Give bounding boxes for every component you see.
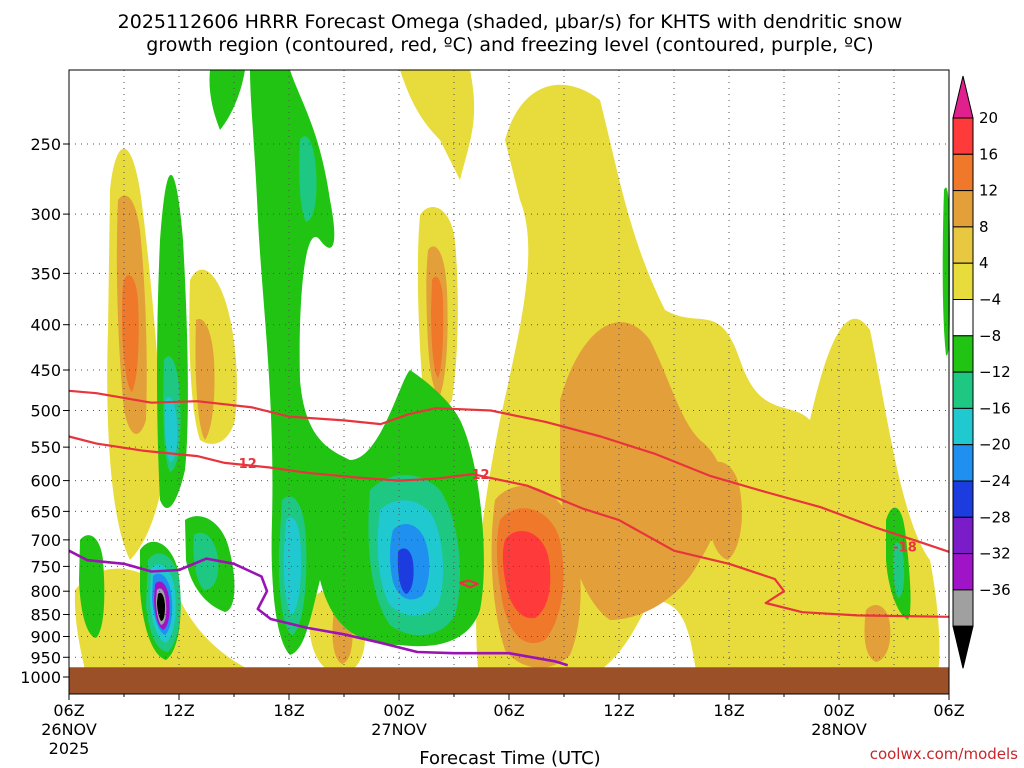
x-tick-label-2: 18Z: [273, 701, 304, 720]
contour-lines: -12 -12 -18: [68, 389, 950, 667]
omega-region-positive-upper: [400, 70, 475, 180]
colorbar-label-8: −16: [979, 399, 1011, 417]
colorbar: 20 16 12 8 4 −4 −8 −12 −16 −20 −24 −28 −32 −36: [952, 75, 1011, 669]
omega-region-green-edge: [942, 187, 950, 356]
x-tick-label-6: 18Z: [713, 701, 744, 720]
y-axis: 250 300 350 400 450 500 550 600 650 700 750 800 850 9…: [20, 135, 69, 687]
freezing-level-contour: [68, 549, 569, 667]
x-tick-date-7: 28NOV: [811, 720, 867, 739]
omega-region-green-upper: [209, 70, 245, 130]
colorbar-label-13: −36: [979, 581, 1011, 599]
dgz-contour-loop: [459, 579, 479, 589]
y-tick-label-800: 800: [30, 582, 61, 601]
contour-label-1: -12: [466, 468, 490, 483]
x-tick-label-3: 00Z: [383, 701, 414, 720]
colorbar-segment-3: [952, 226, 974, 264]
omega-region-darkorange-1: [122, 275, 139, 392]
y-tick-label-300: 300: [30, 205, 61, 224]
x-axis-label: Forecast Time (UTC): [419, 748, 600, 768]
colorbar-label-7: −12: [979, 363, 1011, 381]
dgz-contour-lower: [68, 435, 950, 618]
omega-region-blue-2: [397, 548, 414, 594]
omega-region-core-black: [157, 592, 165, 621]
colorbar-label-10: −24: [979, 472, 1011, 490]
omega-region-darkorange-2: [431, 276, 444, 378]
y-tick-label-1000: 1000: [20, 668, 61, 687]
ground-surface: [69, 667, 949, 694]
colorbar-label-6: −8: [979, 327, 1001, 345]
plot-area: -12 -12 -18: [68, 69, 950, 695]
y-tick-label-500: 500: [30, 402, 61, 421]
omega-region-teal-2: [299, 136, 317, 222]
colorbar-segment-7: [952, 371, 974, 409]
y-tick-label-350: 350: [30, 264, 61, 283]
colorbar-label-0: 20: [979, 109, 998, 127]
y-tick-label-850: 850: [30, 606, 61, 625]
omega-region-orange-7: [864, 605, 891, 662]
y-tick-label-600: 600: [30, 472, 61, 491]
colorbar-segment-6: [952, 335, 974, 373]
x-tick-label-7: 00Z: [823, 701, 854, 720]
y-tick-label-950: 950: [30, 648, 61, 667]
x-tick-date-0: 26NOV: [41, 720, 97, 739]
colorbar-label-5: −4: [979, 291, 1001, 309]
colorbar-label-4: 4: [979, 254, 989, 272]
chart-title-line2: growth region (contoured, red, ºC) and f…: [146, 34, 873, 56]
y-tick-label-450: 450: [30, 361, 61, 380]
omega-region-teal-5: [193, 532, 219, 590]
omega-region-orange-2: [195, 319, 215, 440]
omega-shading: [74, 70, 950, 695]
colorbar-segment-13: [952, 589, 974, 627]
dgz-contour-upper: [68, 389, 950, 553]
y-tick-label-250: 250: [30, 135, 61, 154]
colorbar-label-9: −20: [979, 436, 1011, 454]
colorbar-label-1: 16: [979, 145, 998, 163]
colorbar-label-2: 12: [979, 182, 998, 200]
x-tick-label-5: 12Z: [603, 701, 634, 720]
omega-region-cyan-2: [283, 517, 302, 615]
omega-region-teal-6: [893, 542, 905, 598]
y-tick-label-650: 650: [30, 502, 61, 521]
colorbar-label-3: 8: [979, 218, 989, 236]
contour-label-2: -18: [893, 540, 917, 555]
x-tick-date-3: 27NOV: [371, 720, 427, 739]
colorbar-segment-11: [952, 516, 974, 555]
x-tick-label-4: 06Z: [493, 701, 524, 720]
colorbar-segment-8: [952, 407, 974, 446]
y-tick-label-750: 750: [30, 557, 61, 576]
colorbar-segment-12: [952, 553, 974, 591]
colorbar-segment-2: [952, 190, 974, 228]
contour-label-0: -12: [233, 457, 257, 472]
colorbar-segment-9: [952, 444, 974, 482]
colorbar-label-12: −32: [979, 545, 1011, 563]
omega-region-red-1: [502, 531, 551, 619]
y-tick-label-400: 400: [30, 316, 61, 335]
y-tick-label-900: 900: [30, 627, 61, 646]
y-tick-label-550: 550: [30, 438, 61, 457]
colorbar-segment-4: [952, 262, 974, 301]
x-tick-label-1: 12Z: [163, 701, 194, 720]
credit-text: coolwx.com/models: [870, 745, 1018, 763]
chart-title-line1: 2025112606 HRRR Forecast Omega (shaded, …: [118, 11, 903, 33]
colorbar-segment-1: [952, 153, 974, 192]
colorbar-top-arrow: [952, 75, 974, 119]
colorbar-bottom-arrow: [952, 625, 974, 669]
x-tick-year-0: 2025: [49, 739, 90, 758]
colorbar-label-11: −28: [979, 508, 1011, 526]
x-tick-label-8: 06Z: [933, 701, 964, 720]
omega-region-orange-4: [560, 322, 724, 620]
omega-region-cyan-1: [164, 397, 178, 462]
colorbar-segment-0: [952, 117, 974, 155]
colorbar-segment-10: [952, 480, 974, 518]
x-tick-label-0: 06Z: [53, 701, 84, 720]
y-tick-label-700: 700: [30, 531, 61, 550]
colorbar-segment-5: [952, 299, 974, 337]
